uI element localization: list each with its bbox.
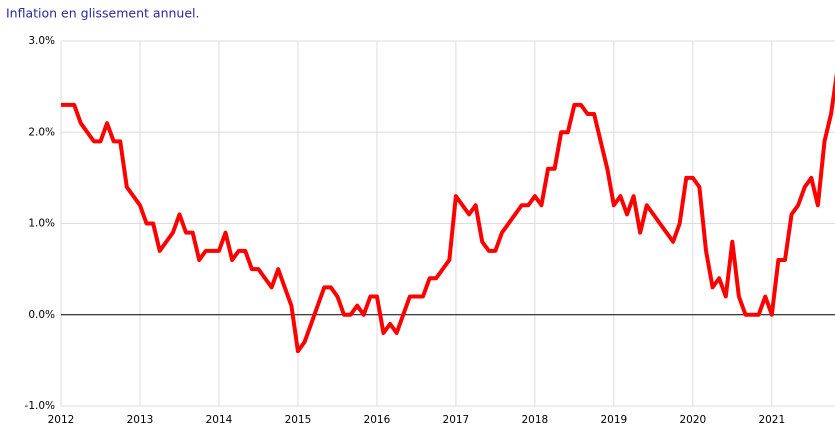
y-tick-label: 0.0%: [28, 309, 55, 321]
line: [61, 72, 835, 354]
x-tick-label: 2012: [48, 414, 75, 426]
x-tick-label: 2013: [127, 414, 154, 426]
chart-title: Inflation en glissement annuel.: [6, 6, 199, 21]
x-tick-label: 2017: [443, 414, 470, 426]
x-tick-label: 2015: [285, 414, 312, 426]
x-tick-label: 2014: [206, 414, 233, 426]
y-tick-label: 2.0%: [28, 126, 55, 138]
x-tick-label: 2020: [679, 414, 706, 426]
y-tick-label: -1.0%: [25, 400, 55, 412]
y-tick-label: 3.0%: [28, 35, 55, 47]
x-tick-label: 2019: [600, 414, 627, 426]
y-tick-label: 1.0%: [28, 218, 55, 230]
x-tick-label: 2016: [364, 414, 391, 426]
x-tick-label: 2018: [522, 414, 549, 426]
x-tick-label: 2021: [758, 414, 785, 426]
